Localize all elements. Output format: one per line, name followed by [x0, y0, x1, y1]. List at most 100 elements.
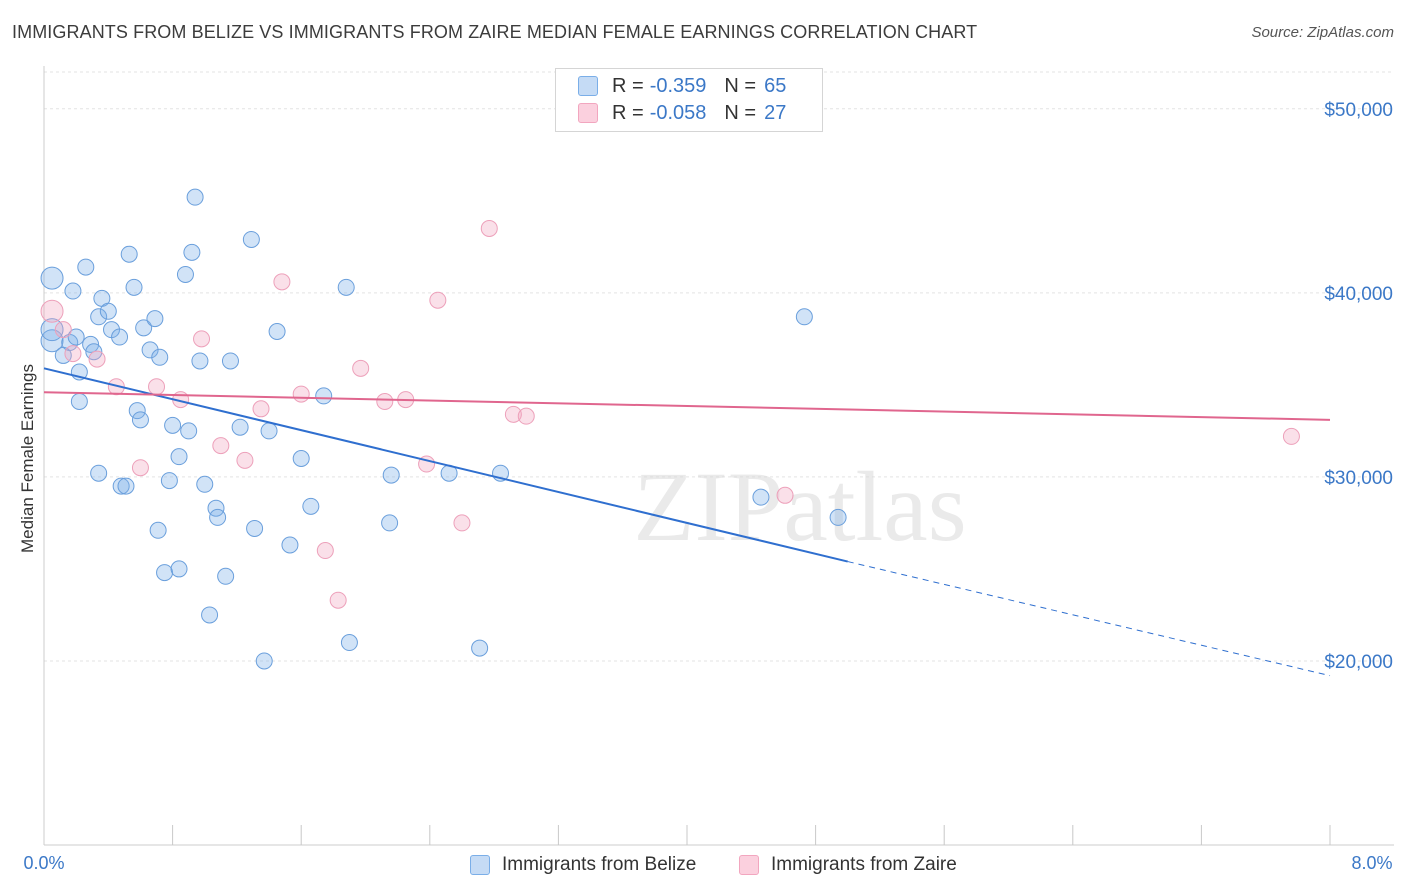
n-value: 27 — [764, 101, 787, 124]
stats-legend-row-zaire: R = -0.058 N = 27 — [578, 100, 786, 126]
belize-point — [90, 464, 108, 482]
belize-point — [752, 488, 770, 506]
belize-point — [146, 310, 164, 328]
zaire-trend-line — [43, 391, 1331, 421]
zaire-point — [212, 437, 230, 455]
belize-point — [795, 308, 813, 326]
n-label: N = — [724, 74, 757, 97]
legend-label-zaire: Immigrants from Zaire — [771, 854, 957, 875]
zaire-point — [40, 299, 64, 323]
belize-point — [111, 328, 129, 346]
zaire-point — [316, 542, 334, 560]
belize-point — [337, 278, 355, 296]
r-value: -0.359 — [649, 74, 707, 97]
belize-legend-swatch — [470, 855, 490, 875]
gridlines — [44, 71, 1394, 662]
x-tick-label: 8.0% — [1351, 853, 1392, 873]
zaire-point — [352, 359, 370, 377]
y-axis-label: Median Female Earnings — [18, 364, 37, 553]
belize-point — [260, 422, 278, 440]
belize-point — [170, 560, 188, 578]
y-tick-label: $20,000 — [1324, 652, 1393, 673]
zaire-point — [236, 451, 254, 469]
belize-point — [186, 188, 204, 206]
zaire-point — [252, 400, 270, 418]
belize-point — [246, 519, 264, 537]
zaire-point — [193, 330, 211, 348]
belize-point — [292, 450, 310, 467]
zaire-point — [88, 350, 106, 368]
stats-legend-row-belize: R = -0.359 N = 65 — [578, 73, 786, 99]
axes — [43, 66, 1394, 846]
belize-point — [149, 521, 167, 539]
zaire-point — [273, 273, 291, 291]
belize-point — [209, 508, 227, 526]
legend-item-belize[interactable]: Immigrants from Belize — [470, 852, 696, 878]
chart-source: Source: ZipAtlas.com — [1251, 24, 1394, 41]
belize-point — [117, 477, 135, 495]
belize-point — [151, 348, 169, 366]
zaire-point — [517, 407, 535, 425]
zaire-point — [376, 392, 394, 410]
belize-point — [180, 422, 198, 440]
belize-point — [176, 265, 194, 283]
zaire-point — [54, 321, 72, 339]
belize-point — [125, 278, 143, 296]
axis-labels: $20,000 $30,000 $40,000 $50,000 0.0% 8.0% Medi… — [18, 100, 1393, 873]
belize-point — [315, 387, 333, 405]
belize-point — [90, 308, 108, 326]
belize-point — [471, 639, 489, 657]
zaire-point — [480, 219, 498, 237]
belize-point — [156, 564, 174, 582]
y-tick-label: $50,000 — [1324, 100, 1393, 121]
belize-trend-extension — [847, 561, 1331, 677]
belize-point — [77, 258, 95, 276]
belize-point — [196, 475, 214, 493]
stats-legend: R = -0.359 N = 65 R = -0.058 N = 27 — [555, 68, 823, 132]
zaire-point — [131, 459, 149, 477]
data-points — [40, 188, 1300, 670]
zaire-point — [429, 291, 447, 309]
belize-point — [131, 411, 149, 429]
r-value: -0.058 — [649, 101, 707, 124]
n-value: 65 — [764, 74, 787, 97]
belize-point — [70, 392, 88, 410]
zaire-point — [292, 385, 310, 403]
n-label: N = — [724, 101, 757, 124]
belize-point — [64, 282, 82, 300]
zaire-point — [329, 591, 347, 609]
belize-swatch — [578, 76, 598, 96]
belize-point — [135, 319, 153, 337]
zaire-point — [504, 405, 522, 423]
belize-point — [164, 416, 182, 434]
belize-point — [242, 230, 260, 248]
belize-point — [217, 567, 235, 585]
trend-lines — [43, 367, 1331, 677]
belize-point — [112, 477, 130, 495]
belize-point — [120, 245, 138, 263]
belize-point — [99, 302, 117, 320]
legend-item-zaire[interactable]: Immigrants from Zaire — [739, 852, 957, 878]
belize-point — [829, 508, 847, 526]
x-tick-label: 0.0% — [23, 853, 64, 873]
legend-label-belize: Immigrants from Belize — [502, 854, 697, 875]
belize-point — [170, 448, 188, 466]
belize-point — [183, 243, 201, 261]
belize-point — [67, 328, 85, 346]
belize-point — [128, 402, 146, 420]
belize-point — [340, 634, 358, 652]
belize-trend-line — [43, 367, 848, 563]
belize-point — [382, 466, 400, 484]
y-tick-label: $40,000 — [1324, 284, 1393, 305]
chart-title: IMMIGRANTS FROM BELIZE VS IMMIGRANTS FRO… — [12, 22, 978, 42]
zaire-legend-swatch — [739, 855, 759, 875]
belize-point — [255, 652, 273, 670]
belize-point — [231, 418, 249, 436]
belize-point — [201, 606, 219, 624]
belize-point — [221, 352, 239, 370]
belize-point — [268, 323, 286, 341]
zaire-point — [148, 378, 166, 396]
belize-point — [381, 514, 399, 532]
belize-point — [40, 266, 64, 290]
zaire-point — [776, 486, 794, 504]
